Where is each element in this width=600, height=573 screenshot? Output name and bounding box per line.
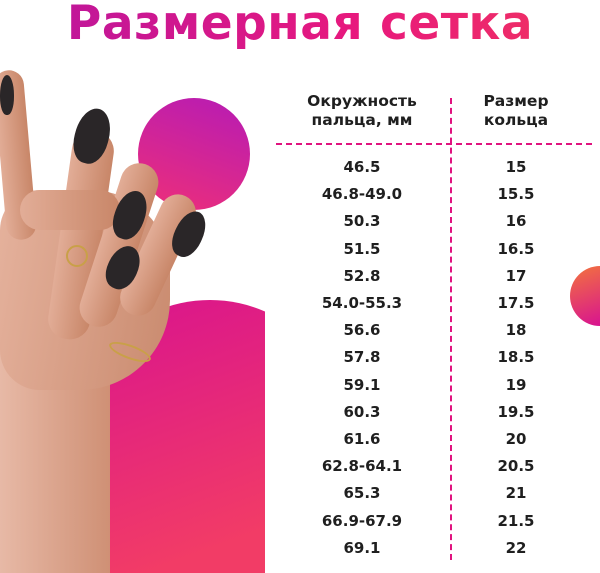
header-line: Окружность bbox=[307, 92, 417, 110]
ring-size-cell: 15 bbox=[505, 158, 527, 176]
ring-size-cell: 17 bbox=[505, 266, 527, 285]
ring-size-cell: 19 bbox=[505, 375, 527, 394]
ring-size-cell: 20 bbox=[505, 430, 527, 448]
circumference-cell: 46.5 bbox=[343, 158, 381, 176]
circumference-cell: 56.6 bbox=[343, 321, 381, 340]
decorative-circle bbox=[138, 98, 250, 210]
ring-size-cell: 16.5 bbox=[497, 239, 535, 258]
ring-size-cell: 17.5 bbox=[497, 294, 535, 312]
header-divider bbox=[276, 143, 592, 145]
header-line: кольца bbox=[483, 111, 549, 129]
circumference-cell: 59.1 bbox=[343, 375, 381, 394]
circumference-cell: 57.8 bbox=[343, 348, 381, 367]
header-line: Размер bbox=[483, 92, 549, 110]
page-title: Размерная сетка bbox=[0, 0, 600, 51]
column-divider bbox=[450, 98, 452, 560]
ring-size-cell: 21 bbox=[505, 484, 527, 503]
circumference-cell: 60.3 bbox=[343, 402, 381, 421]
header-line: пальца, мм bbox=[311, 111, 413, 129]
ring-size-cell: 18 bbox=[505, 321, 527, 340]
ring-size-cell: 15.5 bbox=[497, 185, 535, 204]
ring-size-cell: 21.5 bbox=[497, 511, 535, 530]
header-finger-circumference: Окружность пальца, мм bbox=[278, 92, 446, 130]
circumference-cell: 62.8-64.1 bbox=[321, 457, 403, 476]
circumference-cell: 50.3 bbox=[343, 212, 381, 231]
ring-size-cell: 22 bbox=[505, 538, 527, 557]
circumference-cell: 52.8 bbox=[343, 266, 381, 285]
circumference-cell: 66.9-67.9 bbox=[321, 511, 403, 530]
circumference-cell: 46.8-49.0 bbox=[321, 185, 403, 204]
circumference-cell: 51.5 bbox=[343, 239, 381, 258]
circumference-cell: 61.6 bbox=[343, 430, 381, 448]
header-ring-size: Размер кольца bbox=[432, 92, 600, 130]
circumference-cell: 54.0-55.3 bbox=[321, 294, 403, 312]
ring-size-cell: 20.5 bbox=[497, 457, 535, 476]
circumference-cell: 69.1 bbox=[343, 538, 381, 557]
ring-size-cell: 19.5 bbox=[497, 402, 535, 421]
circumference-cell: 65.3 bbox=[343, 484, 381, 503]
ring-size-cell: 18.5 bbox=[497, 348, 535, 367]
ring-size-cell: 16 bbox=[505, 212, 527, 231]
